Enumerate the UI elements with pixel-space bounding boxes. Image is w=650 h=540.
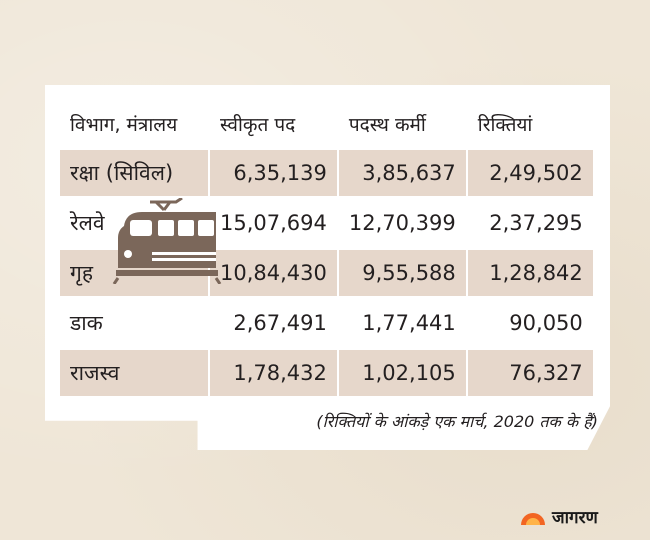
- row-posted: 1,77,441: [339, 300, 468, 346]
- row-sanctioned: 10,84,430: [210, 250, 339, 296]
- row-sanctioned: 6,35,139: [210, 150, 339, 196]
- row-vacancies: 90,050: [509, 311, 583, 335]
- row-department: डाक: [60, 300, 210, 346]
- row-posted: 1,02,105: [338, 350, 468, 396]
- footnote: (रिक्तियों के आंकड़े एक मार्च, 2020 तक क…: [316, 412, 598, 431]
- table-row: राजस्व 1,78,432 1,02,105 76,327: [60, 350, 593, 396]
- vacancy-table: विभाग, मंत्रालय स्वीकृत पद पदस्थ कर्मी र…: [60, 98, 593, 400]
- jagran-sun-logo-icon: [521, 513, 545, 525]
- row-posted: 9,55,588: [338, 250, 468, 296]
- row-vacancies: 1,28,842: [467, 250, 593, 296]
- header-vacancies: रिक्तियां: [477, 114, 533, 136]
- row-vacancies: 2,37,295: [489, 211, 583, 235]
- header-posted-staff: पदस्थ कर्मी: [339, 102, 468, 146]
- brand-logo: जागरण: [518, 502, 598, 530]
- table-header-row: विभाग, मंत्रालय स्वीकृत पद पदस्थ कर्मी र…: [60, 102, 593, 146]
- row-vacancies: 2,49,502: [467, 150, 593, 196]
- table-row: रक्षा (सिविल) 6,35,139 3,85,637 2,49,502: [60, 150, 593, 196]
- header-department: विभाग, मंत्रालय: [60, 102, 210, 146]
- row-department: रक्षा (सिविल): [60, 150, 210, 196]
- brand-name: जागरण: [552, 507, 598, 528]
- row-sanctioned: 15,07,694: [210, 200, 339, 246]
- row-sanctioned: 1,78,432: [210, 350, 339, 396]
- table-row: डाक 2,67,491 1,77,441 90,050: [60, 300, 593, 346]
- row-department: राजस्व: [60, 350, 210, 396]
- row-posted: 3,85,637: [338, 150, 468, 196]
- header-sanctioned-posts: स्वीकृत पद: [210, 102, 339, 146]
- row-sanctioned: 2,67,491: [210, 300, 339, 346]
- row-vacancies: 76,327: [467, 350, 593, 396]
- train-icon: [112, 198, 222, 284]
- row-posted: 12,70,399: [339, 200, 468, 246]
- table-row: गृह 10,84,430 9,55,588 1,28,842: [60, 250, 593, 296]
